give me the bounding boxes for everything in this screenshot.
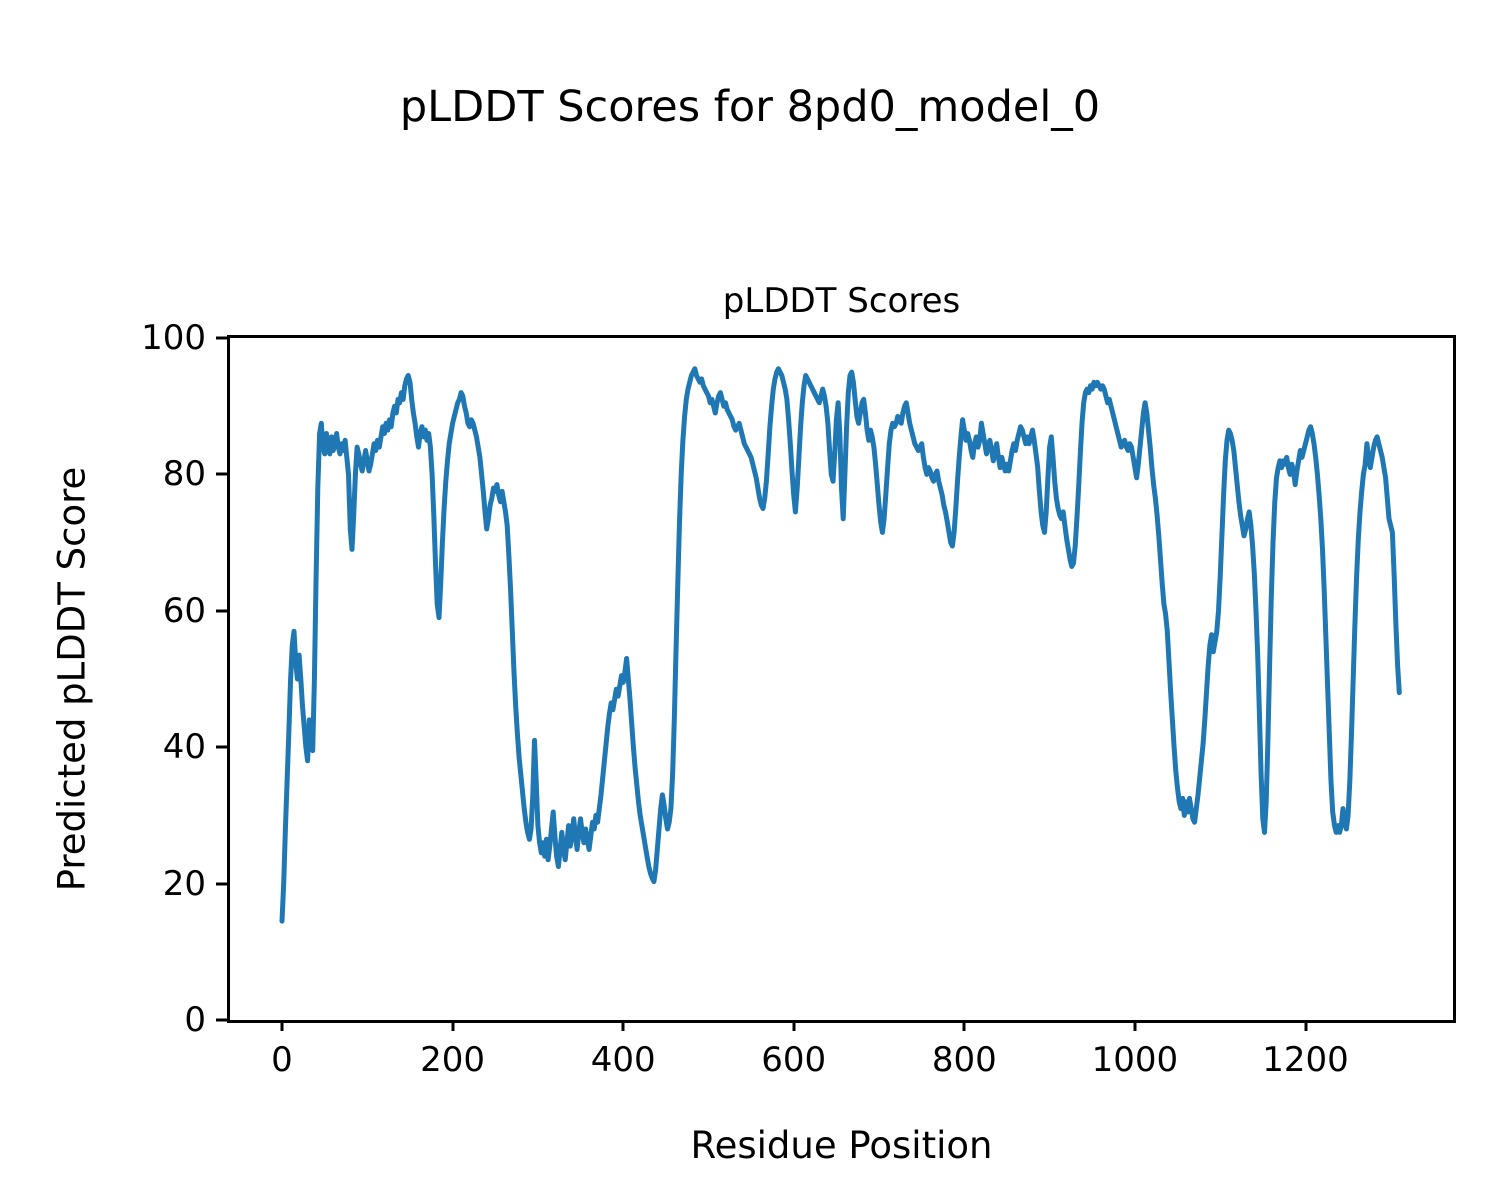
y-tick-mark: [216, 1018, 227, 1022]
axes-title: pLDDT Scores: [722, 281, 961, 321]
y-axis-label: Predicted pLDDT Score: [50, 466, 94, 892]
y-tick-label: 80: [162, 454, 206, 495]
x-tick-mark: [1304, 1020, 1307, 1031]
x-tick-mark: [280, 1020, 284, 1031]
x-tick-label: 1200: [1262, 1040, 1349, 1080]
y-tick-label: 0: [184, 1000, 206, 1040]
x-tick-label: 200: [420, 1040, 486, 1080]
plot-svg: [279, 366, 1402, 924]
x-tick-mark: [451, 1020, 455, 1031]
y-tick-label: 60: [162, 590, 206, 631]
plddt-line: [279, 366, 1402, 924]
y-tick-mark: [216, 882, 227, 886]
y-tick-label: 20: [162, 863, 206, 904]
x-tick-mark: [1133, 1020, 1137, 1031]
y-tick-mark: [216, 336, 227, 340]
x-tick-label: 1000: [1091, 1040, 1179, 1080]
y-tick-mark: [216, 609, 227, 613]
x-tick-label: 400: [590, 1040, 656, 1080]
x-tick-label: 600: [761, 1040, 827, 1080]
y-tick-mark: [216, 472, 227, 476]
plot-area: pLDDT Scores 0 200 400 600 800 1000 1200 0 20 40…: [51, 281, 1456, 1167]
x-tick-mark: [962, 1020, 966, 1031]
x-tick-label: 0: [271, 1040, 293, 1080]
x-axis-label: Residue Position: [690, 1124, 993, 1167]
y-tick-label: 40: [162, 727, 206, 768]
x-tick-label: 800: [931, 1040, 997, 1080]
x-tick-mark: [792, 1020, 796, 1031]
x-tick-mark: [621, 1020, 625, 1031]
y-tick-label: 100: [141, 318, 206, 358]
y-tick-mark: [216, 745, 227, 749]
figure-title: pLDDT Scores for 8pd0_model_0: [399, 82, 1101, 132]
